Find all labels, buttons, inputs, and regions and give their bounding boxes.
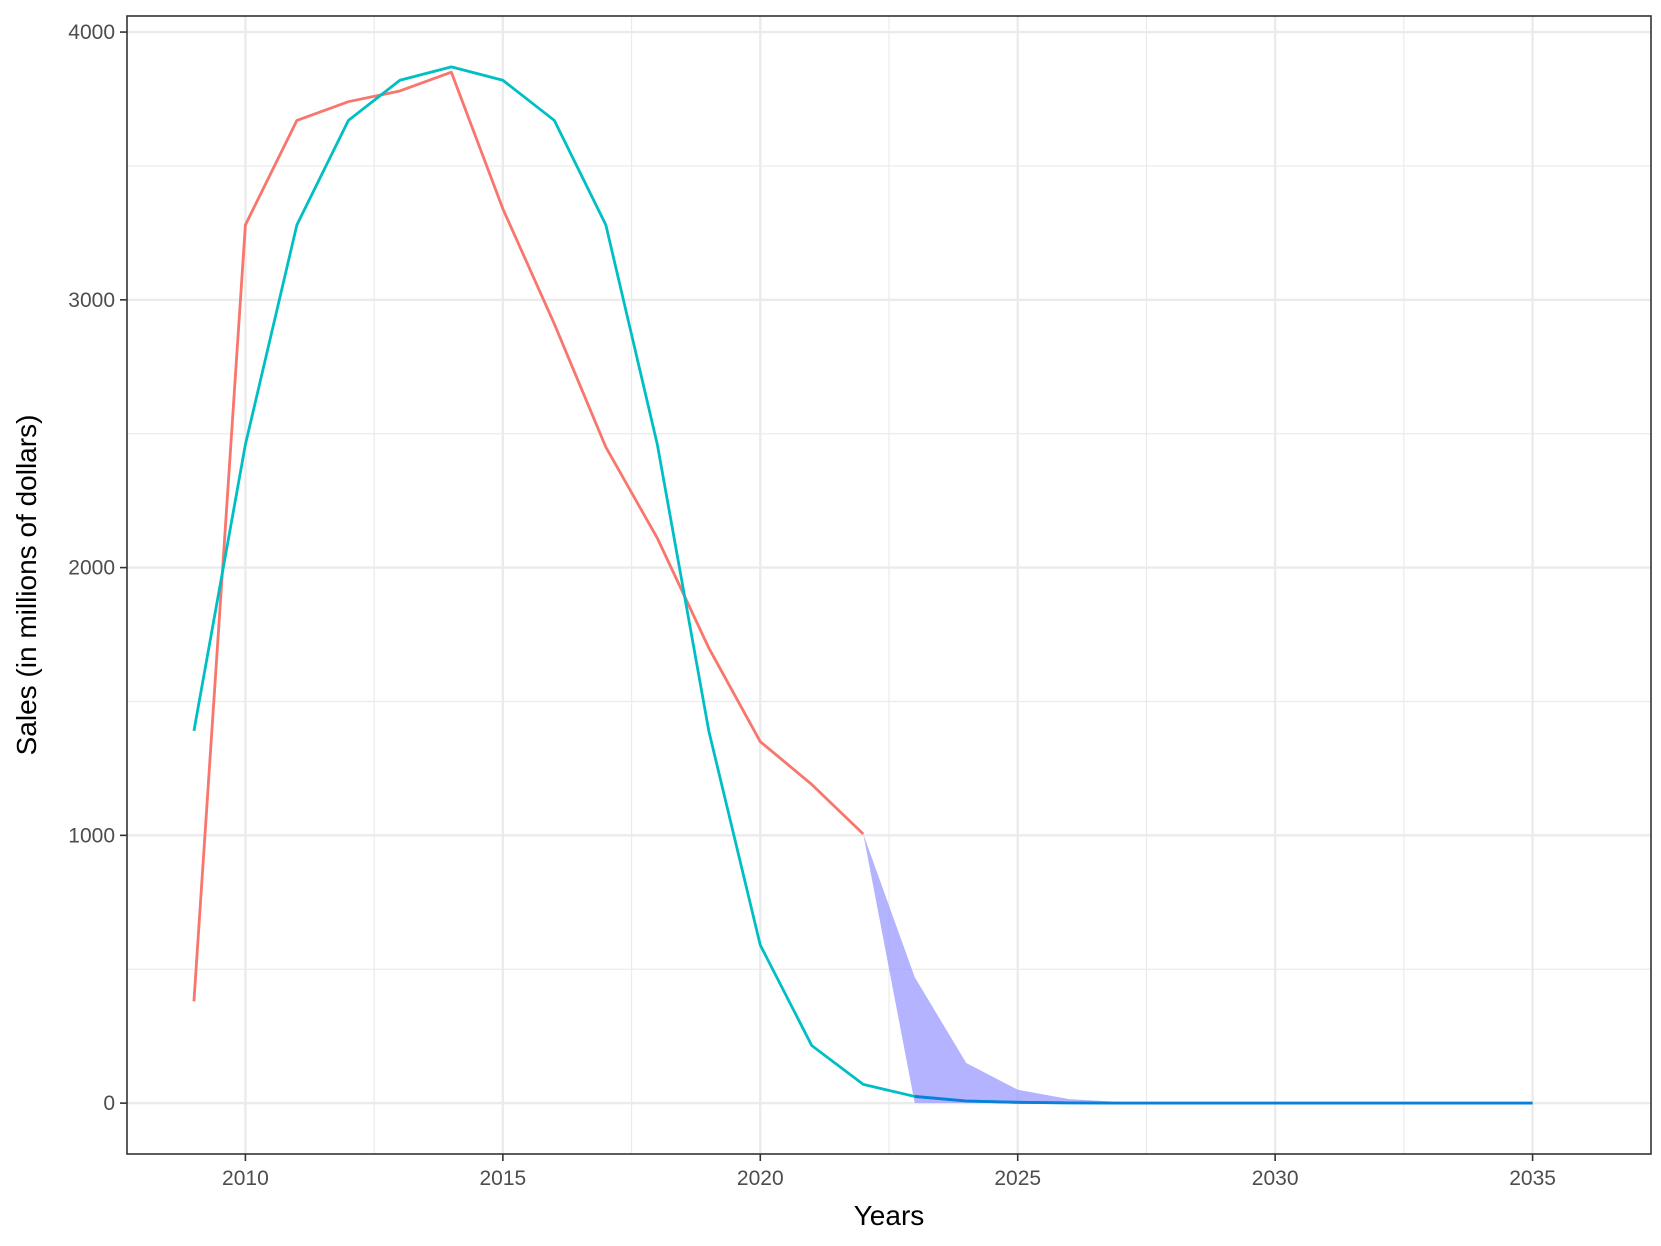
y-tick-label: 2000 — [68, 557, 115, 580]
y-axis-title: Sales (in millions of dollars) — [11, 415, 42, 756]
x-axis-title: Years — [854, 1200, 925, 1231]
y-tick-label: 3000 — [68, 289, 115, 312]
x-tick-label: 2025 — [994, 1167, 1041, 1190]
forecast-ribbon — [863, 834, 1173, 1104]
forecast-mean-line — [914, 1095, 1533, 1105]
y-tick-label: 1000 — [68, 824, 115, 847]
x-tick-label: 2020 — [737, 1167, 784, 1190]
axes: 2010 2015 2020 2025 2030 2035 0 1000 2000 3000 400… — [68, 21, 1556, 1190]
x-tick-label: 2010 — [222, 1167, 269, 1190]
series-line-red — [192, 70, 865, 1002]
y-tick-label: 4000 — [68, 21, 115, 44]
y-tick-label: 0 — [103, 1092, 115, 1115]
series-line-teal — [192, 65, 1533, 1105]
forecast-ribbon-layer — [863, 834, 1173, 1104]
x-tick-label: 2035 — [1509, 1167, 1556, 1190]
grid-lines — [127, 16, 1651, 1154]
x-tick-label: 2030 — [1252, 1167, 1299, 1190]
x-tick-label: 2015 — [479, 1167, 526, 1190]
series-lines-layer — [192, 65, 1533, 1105]
panel-border — [126, 15, 1652, 1155]
